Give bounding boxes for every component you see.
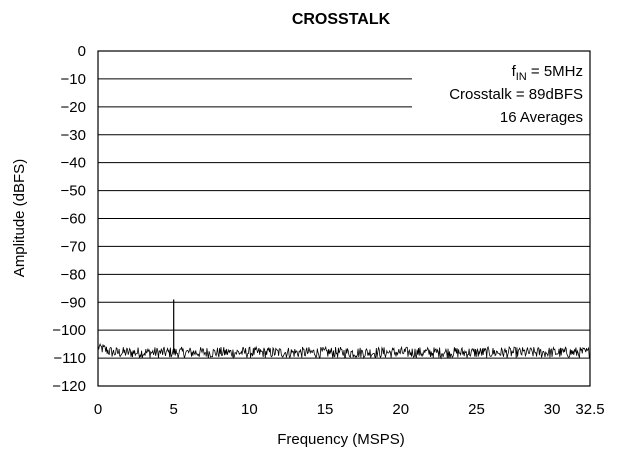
grid-lines xyxy=(98,78,590,359)
y-tick-label: −40 xyxy=(61,155,86,172)
annotation-crosstalk: Crosstalk = 89dBFS xyxy=(449,86,583,103)
x-tick-label: 32.5 xyxy=(575,401,604,418)
y-axis-label: Amplitude (dBFS) xyxy=(11,159,28,277)
series-group xyxy=(97,299,591,360)
plot-frame xyxy=(97,50,591,387)
y-tick-label: −70 xyxy=(61,238,86,255)
annotation-averages: 16 Averages xyxy=(500,109,583,126)
y-tick-label: −110 xyxy=(53,350,86,367)
y-tick-label: −20 xyxy=(61,99,86,116)
y-tick-label: −60 xyxy=(61,211,86,228)
x-tick-label: 25 xyxy=(468,401,485,418)
x-tick-label: 20 xyxy=(392,401,409,418)
chart-title: CROSSTALK xyxy=(292,11,391,28)
x-tick-label: 10 xyxy=(241,401,258,418)
y-tick-label: −10 xyxy=(61,71,86,88)
y-tick-labels: 0 −10 −20 −30 −40 −50 −60 −70 −80 −90 −100 −110 −120 xyxy=(52,43,86,395)
series-line xyxy=(97,343,591,360)
y-tick-label: −30 xyxy=(61,127,86,144)
y-tick-label: −50 xyxy=(61,183,86,200)
y-tick-label: −100 xyxy=(52,322,86,339)
x-tick-labels: 0 5 10 15 20 25 30 32.5 xyxy=(94,401,605,418)
x-axis-label: Frequency (MSPS) xyxy=(277,431,405,448)
y-tick-label: −120 xyxy=(52,378,86,395)
y-tick-label: −80 xyxy=(61,266,86,283)
x-tick-label: 0 xyxy=(94,401,102,418)
annotation-fin: fIN = 5MHz xyxy=(512,63,583,83)
annotation-box xyxy=(412,57,590,128)
x-tick-label: 5 xyxy=(170,401,178,418)
x-tick-label: 30 xyxy=(544,401,561,418)
y-tick-label: −90 xyxy=(61,294,86,311)
x-tick-label: 15 xyxy=(317,401,334,418)
y-tick-label: 0 xyxy=(78,43,86,60)
